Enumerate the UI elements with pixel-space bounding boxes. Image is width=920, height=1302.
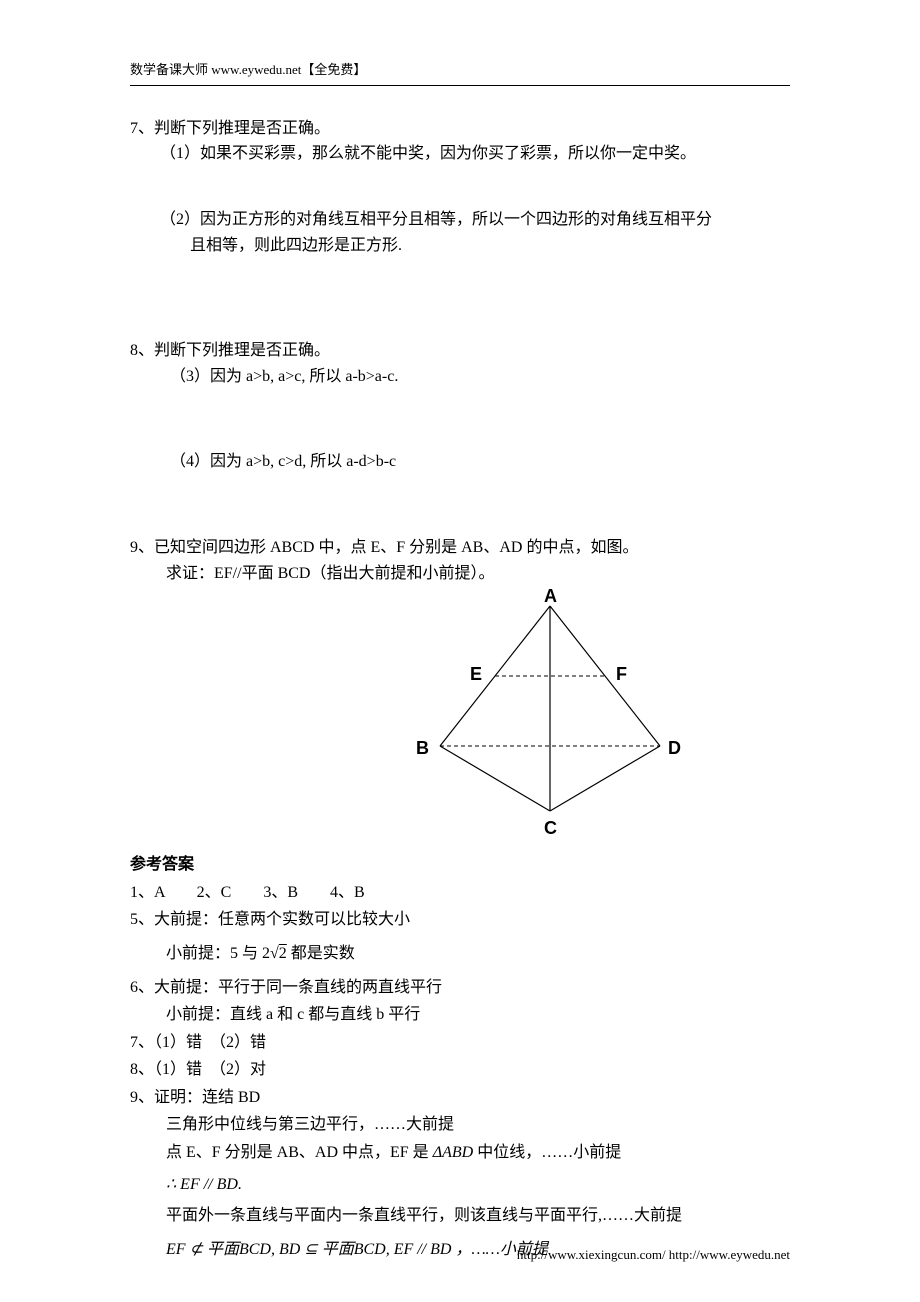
label-D: D <box>668 734 681 763</box>
answers-title: 参考答案 <box>130 852 790 878</box>
label-B: B <box>416 734 429 763</box>
tetrahedron-diagram: A E F B D C <box>410 596 690 836</box>
ans-9c-a: 点 E、F 分别是 AB、AD 中点，EF 是 <box>166 1144 433 1161</box>
diagram-svg <box>410 596 690 836</box>
sqrt-symbol: √ <box>270 945 279 962</box>
ans-6a: 6、大前提：平行于同一条直线的两直线平行 <box>130 975 790 1001</box>
ans-9b: 三角形中位线与第三边平行，……大前提 <box>166 1112 790 1138</box>
label-F: F <box>616 660 627 689</box>
header-rule <box>130 85 790 86</box>
ans-9c: 点 E、F 分别是 AB、AD 中点，EF 是 ΔABD 中位线，……小前提 <box>166 1140 790 1166</box>
label-A: A <box>544 582 557 611</box>
q7-item2-line1: （2）因为正方形的对角线互相平分且相等，所以一个四边形的对角线互相平分 <box>160 207 790 233</box>
page-header: 数学备课大师 www.eywedu.net【全免费】 <box>130 60 790 81</box>
ans-5b: 小前提：5 与 2√2 都是实数 <box>166 941 790 967</box>
ans-5b-prefix: 小前提：5 与 2 <box>166 945 270 962</box>
ans-5b-sqrt: 2 <box>279 945 287 962</box>
ans-9d: ∴ EF // BD. <box>166 1172 790 1198</box>
ans-9c-tri: ΔABD <box>433 1144 474 1161</box>
page-footer: http://www.xiexingcun.com/ http://www.ey… <box>517 1245 790 1266</box>
q7-item2-line2: 且相等，则此四边形是正方形. <box>190 233 790 259</box>
q8-item3: （3）因为 a>b, a>c, 所以 a-b>a-c. <box>170 364 790 390</box>
ans-6b: 小前提：直线 a 和 c 都与直线 b 平行 <box>166 1002 790 1028</box>
ans-9c-b: 中位线，……小前提 <box>473 1144 621 1161</box>
ans-5b-suffix: 都是实数 <box>287 945 355 962</box>
q9-line1: 9、已知空间四边形 ABCD 中，点 E、F 分别是 AB、AD 的中点，如图。 <box>130 535 790 561</box>
label-E: E <box>470 660 482 689</box>
ans-9a: 9、证明：连结 BD <box>130 1085 790 1111</box>
question-8: 8、判断下列推理是否正确。 （3）因为 a>b, a>c, 所以 a-b>a-c… <box>130 338 790 475</box>
ans-7: 7、（1）错 （2）错 <box>130 1030 790 1056</box>
q9-line2: 求证：EF//平面 BCD（指出大前提和小前提）。 <box>166 561 790 587</box>
q8-title: 8、判断下列推理是否正确。 <box>130 338 790 364</box>
label-C: C <box>544 814 557 843</box>
q7-item1: （1）如果不买彩票，那么就不能中奖，因为你买了彩票，所以你一定中奖。 <box>160 141 790 167</box>
ans-1to4: 1、A 2、C 3、B 4、B <box>130 880 790 906</box>
q7-title: 7、判断下列推理是否正确。 <box>130 116 790 142</box>
ans-8: 8、（1）错 （2）对 <box>130 1057 790 1083</box>
answers-block: 参考答案 1、A 2、C 3、B 4、B 5、大前提：任意两个实数可以比较大小 … <box>130 852 790 1262</box>
ans-5a: 5、大前提：任意两个实数可以比较大小 <box>130 907 790 933</box>
question-7: 7、判断下列推理是否正确。 （1）如果不买彩票，那么就不能中奖，因为你买了彩票，… <box>130 116 790 258</box>
q8-item4: （4）因为 a>b, c>d, 所以 a-d>b-c <box>170 449 790 475</box>
ans-9e: 平面外一条直线与平面内一条直线平行，则该直线与平面平行,……大前提 <box>166 1203 790 1229</box>
question-9: 9、已知空间四边形 ABCD 中，点 E、F 分别是 AB、AD 的中点，如图。… <box>130 535 790 586</box>
